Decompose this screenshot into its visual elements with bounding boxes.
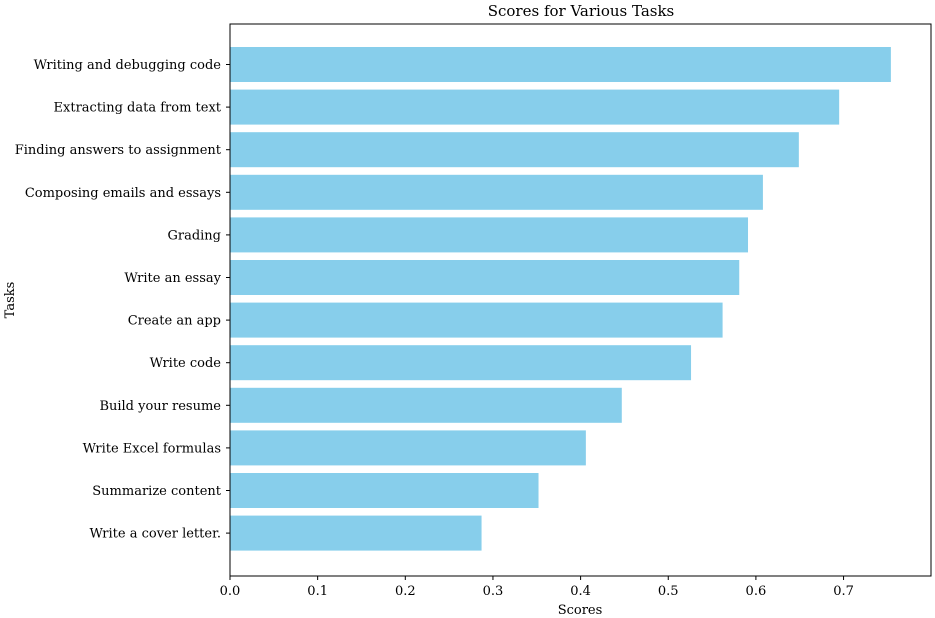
category-label: Write an essay: [124, 271, 221, 286]
bar: [230, 89, 840, 125]
bar: [230, 260, 740, 295]
category-label: Extracting data from text: [54, 101, 222, 116]
x-tick-label: 0.7: [833, 584, 854, 599]
category-label: Writing and debugging code: [34, 58, 222, 73]
x-tick-label: 0.4: [570, 584, 591, 599]
x-ticks-group: 0.0 0.1 0.2 0.3 0.4 0.5 0.6 0.7: [220, 576, 854, 599]
bar: [230, 515, 482, 551]
bar: [230, 47, 891, 82]
category-label: Write Excel formulas: [83, 441, 221, 456]
bar: [230, 345, 692, 381]
x-axis-label: Scores: [558, 603, 603, 618]
x-tick-label: 0.6: [746, 584, 767, 599]
x-tick-label: 0.1: [307, 584, 328, 599]
x-tick-label: 0.3: [483, 584, 504, 599]
category-label: Build your resume: [99, 399, 221, 414]
x-tick-label: 0.0: [220, 584, 241, 599]
category-label: Grading: [167, 228, 221, 243]
category-label: Create an app: [128, 314, 221, 329]
category-label: Summarize content: [92, 484, 222, 499]
x-tick-label: 0.2: [395, 584, 416, 599]
bar: [230, 430, 586, 466]
category-label: Write a cover letter.: [90, 527, 222, 542]
bar: [230, 387, 622, 423]
category-labels-group: Writing and debugging code Extracting dat…: [15, 58, 230, 542]
bar: [230, 217, 749, 253]
bar: [230, 473, 539, 508]
category-label: Finding answers to assignment: [15, 143, 222, 158]
plot-frame: [229, 23, 932, 577]
bar: [230, 132, 799, 168]
bar: [230, 174, 763, 210]
bar: [230, 302, 723, 338]
category-label: Write code: [150, 356, 222, 371]
y-axis-label: Tasks: [3, 282, 18, 319]
bars-group: [230, 47, 891, 551]
chart-title: Scores for Various Tasks: [488, 2, 675, 20]
x-tick-label: 0.5: [658, 584, 679, 599]
category-label: Composing emails and essays: [25, 186, 221, 201]
